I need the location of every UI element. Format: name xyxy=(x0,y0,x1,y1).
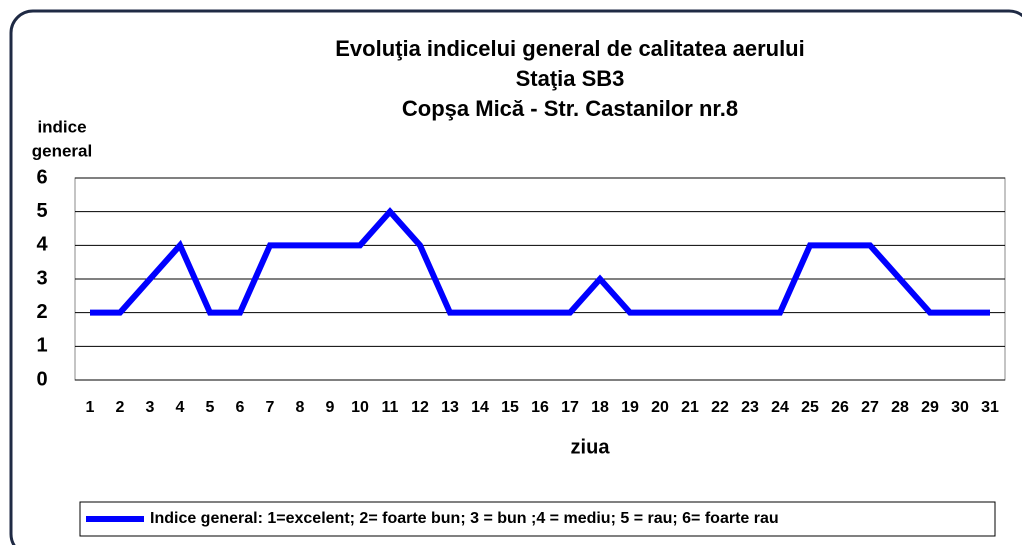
x-tick-label: 20 xyxy=(651,399,669,416)
x-tick-label: 7 xyxy=(266,399,275,416)
x-tick-label: 15 xyxy=(501,399,519,416)
x-tick-label: 29 xyxy=(921,399,939,416)
y-tick-label: 6 xyxy=(36,166,47,188)
x-axis-label: ziua xyxy=(571,436,611,458)
data-line xyxy=(90,207,990,316)
x-tick-label: 6 xyxy=(236,399,245,416)
x-tick-label: 23 xyxy=(741,399,759,416)
x-tick-label: 9 xyxy=(326,399,335,416)
legend-label: Indice general: 1=excelent; 2= foarte bu… xyxy=(150,510,779,527)
x-tick-label: 4 xyxy=(176,399,185,416)
x-tick-label: 11 xyxy=(382,399,399,416)
x-tick-label: 14 xyxy=(471,399,489,416)
x-tick-label: 21 xyxy=(681,399,699,416)
x-tick-label: 8 xyxy=(296,399,305,416)
x-tick-label: 24 xyxy=(771,399,789,416)
x-tick-label: 22 xyxy=(711,399,729,416)
chart-title: Staţia SB3 xyxy=(516,66,625,91)
x-tick-label: 2 xyxy=(116,399,125,416)
y-axis-label: indice xyxy=(37,117,86,136)
x-tick-label: 13 xyxy=(441,399,459,416)
x-tick-label: 31 xyxy=(981,399,999,416)
x-tick-label: 1 xyxy=(86,399,95,416)
frame xyxy=(9,9,1022,545)
y-tick-label: 4 xyxy=(36,234,48,256)
x-tick-label: 10 xyxy=(351,399,369,416)
y-tick-label: 0 xyxy=(36,368,47,390)
chart-title: Copşa Mică - Str. Castanilor nr.8 xyxy=(402,96,738,121)
chart-title: Evoluţia indicelui general de calitatea … xyxy=(335,36,805,61)
x-tick-label: 19 xyxy=(621,399,639,416)
y-tick-label: 2 xyxy=(36,301,47,323)
y-tick-label: 1 xyxy=(36,335,47,357)
x-tick-label: 27 xyxy=(861,399,879,416)
x-tick-label: 3 xyxy=(146,399,155,416)
x-tick-label: 17 xyxy=(561,399,579,416)
x-tick-label: 18 xyxy=(591,399,609,416)
x-tick-label: 25 xyxy=(801,399,819,416)
x-tick-label: 26 xyxy=(831,399,849,416)
x-tick-label: 16 xyxy=(531,399,549,416)
y-tick-label: 5 xyxy=(36,200,47,222)
x-tick-label: 28 xyxy=(891,399,909,416)
y-tick-label: 3 xyxy=(36,267,47,289)
y-axis-label: general xyxy=(32,141,92,160)
x-tick-label: 30 xyxy=(951,399,969,416)
x-tick-label: 12 xyxy=(411,399,429,416)
legend xyxy=(79,501,996,537)
x-tick-label: 5 xyxy=(206,399,215,416)
